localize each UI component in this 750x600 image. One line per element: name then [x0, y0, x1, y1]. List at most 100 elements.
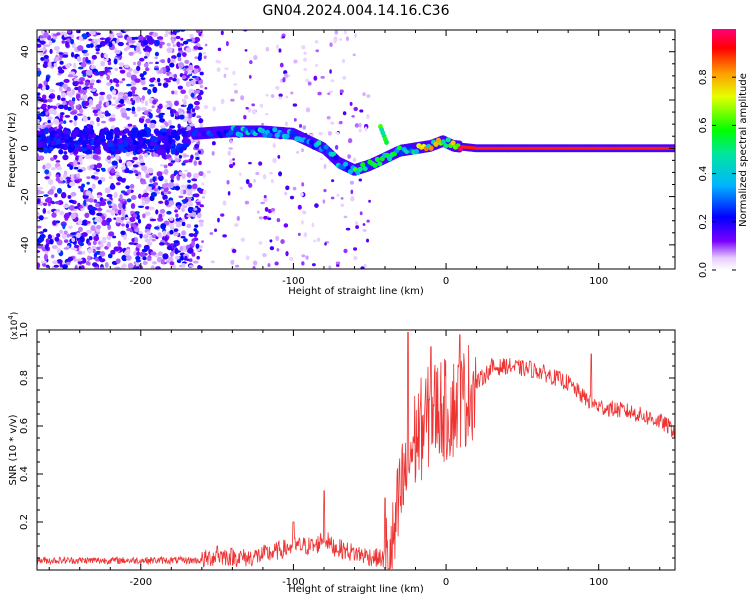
- heatmap-noise-cell: [78, 226, 83, 233]
- heatmap-noise-cell: [131, 88, 136, 95]
- heatmap-noise-cell: [196, 115, 202, 119]
- heatmap-noise-cell: [86, 176, 91, 179]
- heatmap-noise-cell: [127, 123, 133, 127]
- heatmap-ridge-cell: [333, 155, 339, 161]
- heatmap-noise-cell: [67, 74, 74, 78]
- heatmap-noise-cell: [354, 221, 359, 226]
- heatmap-noise-cell: [58, 52, 64, 55]
- heatmap-noise-cell: [267, 217, 272, 221]
- heatmap-noise-cell: [141, 165, 148, 172]
- heatmap-noise-cell: [44, 44, 51, 47]
- heatmap-noise-cell: [78, 35, 84, 42]
- heatmap-noise-cell: [171, 90, 175, 95]
- heatmap-noise-cell: [67, 30, 72, 34]
- heatmap-band-cell: [94, 147, 102, 155]
- heatmap-band-cell: [40, 141, 47, 148]
- heatmap-noise-cell: [82, 56, 87, 64]
- heatmap-noise-cell: [269, 239, 273, 243]
- heatmap-noise-cell: [65, 63, 71, 69]
- heatmap-noise-cell: [203, 104, 209, 110]
- heatmap-noise-cell: [118, 159, 123, 164]
- heatmap-noise-cell: [85, 153, 91, 160]
- heatmap-noise-cell: [77, 202, 81, 207]
- heatmap-noise-cell: [133, 36, 139, 40]
- snr-x-tick-label: -200: [129, 577, 152, 588]
- heatmap-noise-cell: [317, 91, 322, 96]
- heatmap-noise-cell: [42, 228, 48, 233]
- heatmap-noise-cell: [157, 217, 164, 222]
- heatmap-noise-cell: [366, 113, 370, 120]
- heatmap-noise-cell: [301, 254, 306, 258]
- heatmap-noise-cell: [37, 119, 40, 123]
- colorbar-tick-label: 0.8: [698, 69, 709, 85]
- heatmap-noise-cell: [98, 71, 105, 74]
- heatmap-noise-cell: [267, 263, 271, 268]
- heatmap-noise-cell: [283, 73, 289, 79]
- heatmap-noise-cell: [101, 111, 106, 115]
- heatmap-noise-cell: [37, 92, 41, 96]
- heatmap-noise-cell: [99, 72, 104, 77]
- heatmap-noise-cell: [112, 235, 117, 239]
- heatmap-noise-cell: [96, 212, 103, 217]
- heatmap-noise-cell: [55, 174, 60, 178]
- heatmap-noise-cell: [63, 170, 68, 176]
- heatmap-noise-cell: [248, 74, 252, 79]
- heatmap-noise-cell: [130, 210, 135, 214]
- heatmap-noise-cell: [115, 83, 120, 87]
- heatmap-band-cell: [56, 138, 61, 145]
- heatmap-noise-cell: [102, 237, 107, 241]
- heatmap-noise-cell: [142, 39, 149, 46]
- heatmap-noise-cell: [117, 240, 122, 247]
- heatmap-noise-cell: [342, 75, 347, 80]
- heatmap-noise-cell: [244, 49, 248, 52]
- heatmap-noise-cell: [166, 42, 171, 47]
- heatmap-noise-cell: [106, 67, 113, 70]
- heatmap-noise-cell: [220, 30, 224, 36]
- snr-x-tick-label: 0: [443, 577, 449, 588]
- heatmap-noise-cell: [43, 253, 49, 261]
- heatmap-band-cell: [78, 137, 83, 143]
- heatmap-noise-cell: [139, 57, 145, 62]
- heatmap-noise-cell: [104, 66, 108, 73]
- heatmap-noise-cell: [303, 232, 308, 238]
- heatmap-noise-cell: [51, 212, 57, 218]
- heatmap-noise-cell: [37, 189, 42, 195]
- heatmap-ridge-cell: [450, 140, 456, 146]
- heatmap-noise-cell: [67, 106, 72, 112]
- heatmap-noise-cell: [301, 261, 305, 266]
- heatmap-noise-cell: [83, 49, 88, 53]
- heatmap-noise-cell: [227, 191, 231, 196]
- heatmap-noise-cell: [258, 241, 263, 245]
- heatmap-noise-cell: [129, 40, 136, 44]
- heatmap-noise-cell: [146, 257, 152, 261]
- heatmap-noise-cell: [41, 84, 46, 91]
- heatmap-noise-cell: [193, 228, 198, 232]
- heatmap-noise-cell: [193, 65, 200, 69]
- heatmap-noise-cell: [169, 217, 174, 221]
- heatmap-noise-cell: [140, 181, 147, 185]
- heatmap-noise-cell: [61, 264, 68, 269]
- heatmap-noise-cell: [358, 122, 362, 128]
- heatmap-noise-cell: [168, 119, 172, 126]
- heatmap-noise-cell: [239, 172, 242, 176]
- heatmap-noise-cell: [307, 81, 312, 86]
- heatmap-noise-cell: [285, 250, 289, 257]
- heatmap-noise-cell: [73, 244, 80, 249]
- heatmap-noise-cell: [181, 173, 186, 179]
- heatmap-noise-cell: [198, 171, 204, 177]
- heatmap-noise-cell: [121, 223, 125, 227]
- heatmap-noise-cell: [176, 205, 181, 209]
- heatmap-band-cell: [170, 129, 178, 138]
- heatmap-ridge-cell: [291, 132, 297, 138]
- heatmap-noise-cell: [44, 169, 50, 175]
- heatmap-noise-cell: [159, 164, 164, 167]
- heatmap-noise-cell: [175, 213, 179, 218]
- heatmap-noise-cell: [145, 118, 151, 124]
- heatmap-noise-cell: [215, 59, 220, 64]
- heatmap-noise-cell: [334, 30, 339, 35]
- heatmap-noise-cell: [92, 154, 99, 160]
- heatmap-noise-cell: [63, 151, 68, 155]
- heatmap-noise-cell: [252, 260, 258, 266]
- heatmap-noise-cell: [167, 57, 171, 64]
- heatmap-noise-cell: [149, 122, 156, 129]
